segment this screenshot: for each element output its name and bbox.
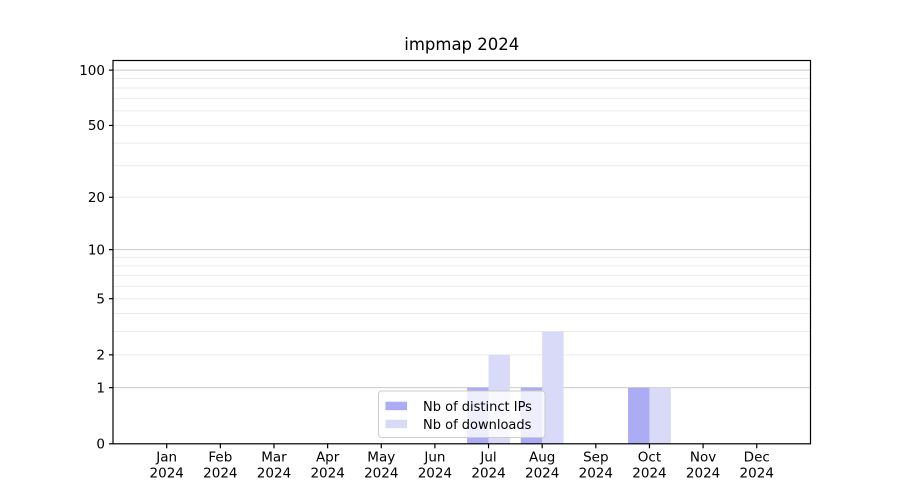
y-tick-label-5: 5 <box>96 292 105 308</box>
legend-label-distinct-ips: Nb of distinct IPs <box>423 400 532 415</box>
x-tick-label-year-feb: 2024 <box>203 466 237 482</box>
x-tick-label-year-apr: 2024 <box>310 466 344 482</box>
x-tick-label-year-sep: 2024 <box>579 466 613 482</box>
x-tick-label-month-oct: Oct <box>638 450 661 466</box>
x-tick-label-month-mar: Mar <box>261 450 287 466</box>
x-tick-label-month-jun: Jun <box>423 450 445 466</box>
x-tick-label-month-jul: Jul <box>479 450 496 466</box>
x-tick-label-year-may: 2024 <box>364 466 398 482</box>
x-tick-label-year-aug: 2024 <box>525 466 559 482</box>
legend-swatch-downloads <box>385 419 407 429</box>
chart-title: impmap 2024 <box>404 35 519 54</box>
x-tick-label-month-jan: Jan <box>155 450 177 466</box>
x-tick-label-year-oct: 2024 <box>632 466 666 482</box>
bar-downloads-aug <box>542 331 564 444</box>
x-tick-label-year-mar: 2024 <box>257 466 291 482</box>
x-tick-label-month-sep: Sep <box>583 450 608 466</box>
x-tick-label-year-jun: 2024 <box>418 466 452 482</box>
legend-swatch-distinct-ips <box>385 401 407 411</box>
x-tick-label-month-nov: Nov <box>690 450 716 466</box>
plot-border <box>112 59 812 445</box>
bar-downloads-oct <box>649 387 671 444</box>
legend-box <box>378 390 546 438</box>
x-tick-label-year-dec: 2024 <box>740 466 774 482</box>
y-tick-label-0: 0 <box>96 437 105 453</box>
y-tick-label-10: 10 <box>88 242 105 258</box>
x-tick-label-month-aug: Aug <box>529 450 555 466</box>
x-tick-label-month-dec: Dec <box>744 450 770 466</box>
y-tick-label-1: 1 <box>96 380 105 396</box>
x-tick-label-year-nov: 2024 <box>686 466 720 482</box>
x-tick-label-month-apr: Apr <box>316 450 340 466</box>
legend-label-downloads: Nb of downloads <box>423 418 532 433</box>
y-tick-label-50: 50 <box>88 118 105 134</box>
x-tick-label-month-feb: Feb <box>208 450 232 466</box>
y-tick-label-2: 2 <box>96 348 105 364</box>
y-tick-label-100: 100 <box>79 63 105 79</box>
x-tick-label-year-jul: 2024 <box>471 466 505 482</box>
y-tick-label-20: 20 <box>88 190 105 206</box>
bar-distinct-ips-oct <box>628 387 650 444</box>
x-tick-label-month-may: May <box>367 450 395 466</box>
x-tick-label-year-jan: 2024 <box>150 466 184 482</box>
